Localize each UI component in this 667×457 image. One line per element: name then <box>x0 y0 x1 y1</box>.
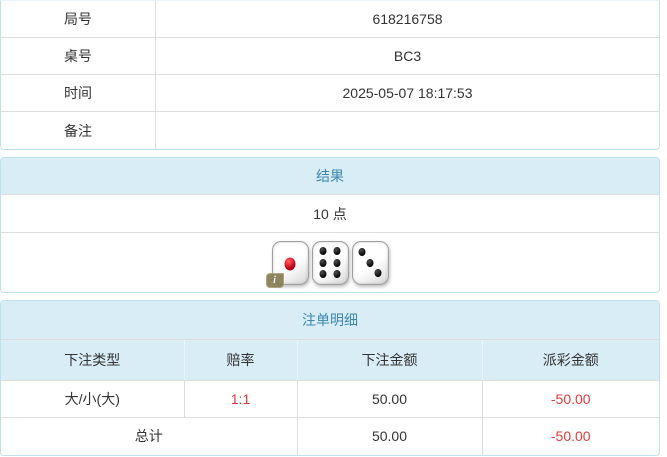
odds-cell: 1:1 <box>183 380 297 418</box>
table-number-row: 桌号 BC3 <box>1 38 659 75</box>
die-face-6 <box>311 240 349 285</box>
bet-type-cell: 大/小(大) <box>1 380 184 418</box>
column-payout-amount: 派彩金额 <box>481 340 659 381</box>
total-row: 总计 50.00 -50.00 <box>1 417 659 455</box>
die-face-3 <box>351 240 389 285</box>
time-row: 时间 2025-05-07 18:17:53 <box>1 75 659 112</box>
die-pip <box>366 258 374 267</box>
die-face-1: i <box>265 240 309 288</box>
die-pip <box>358 248 366 257</box>
bet-details-title: 注单明细 <box>1 301 659 340</box>
column-bet-type: 下注类型 <box>1 340 184 381</box>
round-number-value: 618216758 <box>372 11 443 27</box>
die-pip <box>319 247 327 256</box>
round-number-label: 局号 <box>1 1 156 37</box>
round-number-row: 局号 618216758 <box>1 1 659 38</box>
table-number-label: 桌号 <box>1 38 156 74</box>
die-pip <box>319 269 327 278</box>
result-panel-title: 结果 <box>1 158 659 195</box>
time-value: 2025-05-07 18:17:53 <box>342 85 473 101</box>
column-odds: 赔率 <box>183 340 297 381</box>
die-pip <box>333 247 341 256</box>
bet-amount-cell: 50.00 <box>296 380 482 418</box>
result-points: 10 点 <box>1 195 659 233</box>
die-pip <box>319 258 327 267</box>
total-bet-amount-cell: 50.00 <box>296 417 482 455</box>
bet-details-table: 下注类型 赔率 下注金额 派彩金额 大/小(大) 1:1 50.00 -50.0… <box>1 340 659 455</box>
round-info-table: 局号 618216758 桌号 BC3 时间 2025-05-07 18:17:… <box>0 0 660 150</box>
die-pip <box>374 268 382 277</box>
die-pip <box>284 257 296 271</box>
dice-row: i <box>1 233 659 292</box>
column-bet-amount: 下注金额 <box>296 340 482 381</box>
remark-row: 备注 <box>1 112 659 149</box>
bet-row: 大/小(大) 1:1 50.00 -50.00 <box>1 380 659 418</box>
bet-table-header-row: 下注类型 赔率 下注金额 派彩金额 <box>1 340 659 381</box>
table-number-value: BC3 <box>393 48 422 64</box>
bet-details-panel: 注单明细 下注类型 赔率 下注金额 派彩金额 大/小(大) 1:1 50.00 … <box>0 300 660 456</box>
die-pip <box>333 258 341 267</box>
image-info-badge-icon[interactable]: i <box>265 272 284 288</box>
remark-label: 备注 <box>1 112 156 149</box>
time-label: 时间 <box>1 75 156 111</box>
payout-amount-cell: -50.00 <box>481 380 659 418</box>
total-payout-cell: -50.00 <box>481 417 659 455</box>
remark-value <box>156 112 659 149</box>
result-panel: 结果 10 点 i <box>0 157 660 293</box>
die-pip <box>333 269 341 278</box>
total-label-cell: 总计 <box>134 428 163 445</box>
